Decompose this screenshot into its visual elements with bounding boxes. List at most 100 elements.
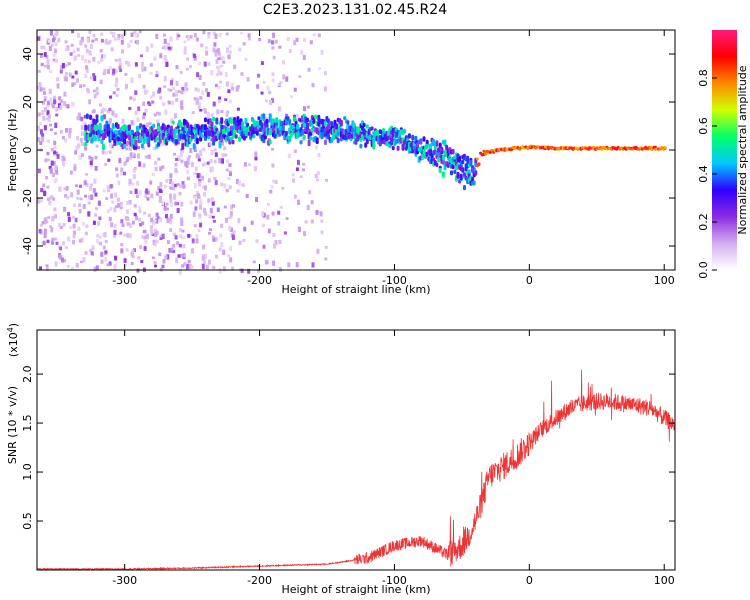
spectrogram-cell <box>142 84 146 89</box>
spectrogram-cell <box>193 172 197 175</box>
spectrogram-cell <box>288 48 292 54</box>
spectrogram-cell <box>127 42 131 47</box>
spectrogram-cell <box>212 116 216 122</box>
spectrogram-cell <box>175 158 179 161</box>
spectrogram-cell <box>69 170 73 175</box>
spectrogram-cell <box>271 121 275 128</box>
spectrogram-cell <box>229 211 233 216</box>
spectrogram-cell <box>266 85 270 91</box>
spectrogram-cell <box>312 33 316 37</box>
spectrogram-cell <box>206 91 210 97</box>
spectrogram-cell <box>155 212 159 217</box>
spectrogram-cell <box>183 40 187 44</box>
spectrogram-cell <box>99 48 103 53</box>
spectrogram-cell <box>194 196 197 200</box>
spectrogram-cell <box>77 226 81 231</box>
spectrogram-cell <box>116 87 120 91</box>
spectrogram-cell <box>183 46 187 51</box>
spectrogram-cell <box>109 207 113 211</box>
spectrogram-cell <box>198 61 202 66</box>
spectrogram-cell <box>78 209 82 214</box>
spectrogram-cell <box>164 255 168 260</box>
spectrogram-cell <box>207 259 211 265</box>
spectrogram-cell <box>443 139 447 147</box>
spectrogram-cell <box>193 56 197 61</box>
spectrogram-cell <box>315 209 319 215</box>
spectrogram-cell <box>238 240 242 245</box>
spectrogram-cell <box>96 92 99 96</box>
spectrogram-cell <box>297 159 300 166</box>
spectrogram-cell <box>231 86 235 91</box>
spectrogram-cell <box>227 177 231 181</box>
y-tick-label: 0.5 <box>21 512 34 530</box>
spectrogram-cell <box>186 57 189 61</box>
spectrogram-cell <box>140 131 144 137</box>
spectrogram-cell <box>233 64 237 70</box>
spectrogram-cell <box>147 137 151 142</box>
spectrogram-cell <box>224 153 228 157</box>
spectrogram-cell <box>67 212 71 217</box>
spectrogram-cell <box>153 219 157 223</box>
spectrogram-cell <box>151 220 155 226</box>
spectrogram-cell <box>174 167 178 174</box>
spectrogram-cell <box>229 172 232 177</box>
spectrogram-cell <box>277 210 281 215</box>
spectrogram-cell <box>94 213 98 217</box>
spectrogram-cell <box>66 265 70 268</box>
spectrogram-cell <box>76 197 80 200</box>
spectrogram-cell <box>151 172 155 177</box>
spectrogram-cell <box>92 33 96 38</box>
spectrogram-cell <box>301 130 305 136</box>
spectrogram-cell <box>105 38 108 43</box>
spectrogram-cell <box>82 84 86 88</box>
spectrogram-cell <box>127 124 131 132</box>
spectrogram-cell <box>68 72 72 77</box>
spectrogram-cell <box>257 116 261 121</box>
spectrogram-cell <box>71 75 75 79</box>
spectrogram-cell <box>359 143 363 149</box>
spectrogram-cell <box>180 91 184 95</box>
spectrogram-cell <box>48 166 52 170</box>
spectrogram-cell <box>72 223 76 229</box>
spectrogram-cell <box>81 153 84 157</box>
spectrogram-cell <box>108 118 112 123</box>
spectrogram-cell <box>89 114 93 121</box>
chart-title: C2E3.2023.131.02.45.R24 <box>263 2 447 18</box>
spectrogram-cell <box>55 106 59 112</box>
spectrogram-cell <box>74 70 78 75</box>
spectrogram-cell <box>95 87 99 92</box>
spectrogram-cell <box>143 246 147 251</box>
spectrogram-cell <box>159 166 163 172</box>
spectrogram-cell <box>61 257 64 263</box>
spectrogram-cell <box>41 220 45 225</box>
spectrogram-cell <box>143 66 147 72</box>
spectrogram-cell <box>459 173 463 181</box>
spectrogram-cell <box>270 185 274 189</box>
spectrogram-cell <box>64 194 68 198</box>
spectrogram-cell <box>79 40 83 46</box>
spectrogram-cell <box>293 149 297 154</box>
spectrogram-cell <box>179 71 183 74</box>
spectrogram-cell <box>299 140 303 145</box>
spectrogram-cell <box>180 106 184 110</box>
spectrogram-cell <box>92 89 96 93</box>
spectrogram-cell <box>243 162 247 167</box>
spectrogram-cell <box>69 52 73 56</box>
spectrogram-cell <box>205 50 209 56</box>
spectrogram-cell <box>85 173 88 176</box>
spectrogram-cell <box>164 59 168 63</box>
spectrogram-cell <box>110 144 114 149</box>
spectrogram-cell <box>167 88 171 92</box>
spectrogram-cell <box>217 70 221 76</box>
spectrogram-cell <box>100 259 104 264</box>
spectrogram-cell <box>150 43 154 48</box>
spectrogram-cell <box>174 162 178 167</box>
spectrogram-cell <box>39 141 43 146</box>
spectrogram-cell <box>72 49 76 54</box>
spectrogram-cell <box>244 57 248 61</box>
spectrogram-cell <box>130 251 134 257</box>
spectrogram-cell <box>62 161 65 167</box>
spectrogram-cell <box>318 67 321 71</box>
spectrogram-cell <box>435 140 439 147</box>
spectrogram-cell <box>143 235 146 240</box>
